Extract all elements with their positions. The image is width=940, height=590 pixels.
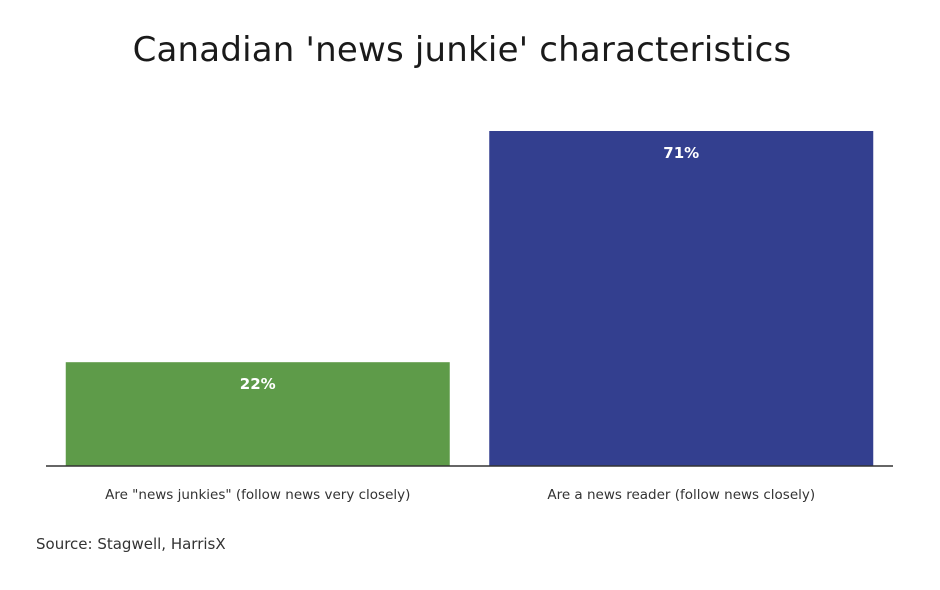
bar-1	[65, 362, 450, 466]
source-note: Source: Stagwell, HarrisX	[36, 535, 226, 553]
category-label-1: Are "news junkies" (follow news very clo…	[105, 487, 410, 503]
category-label-2: Are a news reader (follow news closely)	[547, 487, 815, 503]
bar-value-label-1: 22%	[240, 375, 276, 393]
bar-2	[489, 131, 874, 466]
chart-title: Canadian 'news junkie' characteristics	[132, 30, 792, 70]
bar-value-label-2: 71%	[663, 144, 699, 162]
